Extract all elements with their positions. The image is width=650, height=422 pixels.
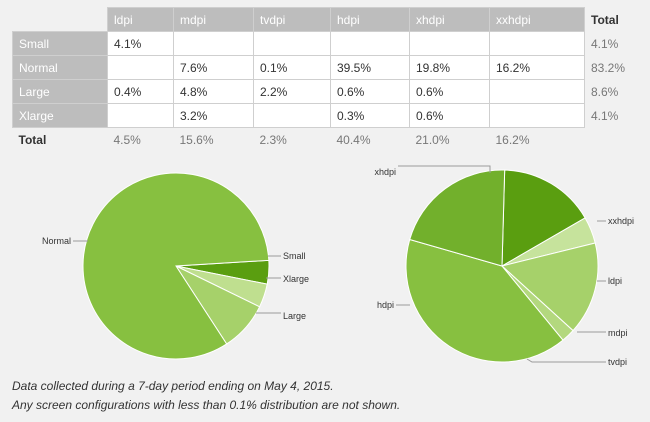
pie-slice-xxhdpi	[501, 169, 586, 267]
table-cell: 16.2%	[489, 55, 585, 80]
table-cell	[489, 103, 585, 128]
pie-label-xlarge: Xlarge	[283, 274, 309, 284]
table-cell: 19.8%	[409, 55, 490, 80]
table-cell	[253, 31, 331, 56]
table-row: Xlarge 3.2% 0.3% 0.6% 4.1%	[12, 103, 635, 128]
table-cell: 4.8%	[173, 79, 254, 104]
table-cell: 0.6%	[409, 103, 490, 128]
pie-label-small: Small	[283, 251, 306, 261]
table-cell	[409, 31, 490, 56]
table-footer-row: Total 4.5% 15.6% 2.3% 40.4% 21.0% 16.2%	[13, 128, 635, 152]
leader-line-xhdpi	[398, 165, 491, 173]
table-cell	[489, 79, 585, 104]
table-cell	[253, 103, 331, 128]
table-row: Normal 7.6% 0.1% 39.5% 19.8% 16.2% 83.2%	[12, 55, 635, 80]
pie-slice-hdpi	[405, 238, 564, 363]
table-row: Large 0.4% 4.8% 2.2% 0.6% 0.6% 8.6%	[12, 79, 635, 104]
row-total: 8.6%	[591, 84, 619, 99]
pie-label-xxhdpi: xxhdpi	[608, 216, 634, 226]
row-header-large: Large	[12, 79, 108, 104]
leader-line-tvdpi	[526, 358, 606, 363]
column-total: 21.0%	[415, 132, 450, 147]
footer-blank	[585, 128, 635, 152]
pie-label-normal: Normal	[42, 236, 71, 246]
table-header-row: ldpi mdpi tvdpi hdpi xhdpi xxhdpi Total	[13, 7, 635, 32]
pie-label-hdpi: hdpi	[377, 300, 394, 310]
column-header-ldpi: ldpi	[107, 7, 174, 32]
screen-size-pie: Small Xlarge Large Normal	[42, 172, 309, 360]
table-cell: 4.1%	[107, 31, 174, 56]
table-row: Small 4.1% 4.1%	[12, 31, 635, 56]
row-header-small: Small	[12, 31, 108, 56]
pie-charts: Small Xlarge Large Normal xxhdpi ldpi mdpi tvd…	[42, 165, 634, 367]
table-cell	[330, 31, 410, 56]
footer-row-label: Total	[18, 132, 47, 147]
table-cell: 2.2%	[253, 79, 331, 104]
row-header-normal: Normal	[12, 55, 108, 80]
distribution-table: ldpi mdpi tvdpi hdpi xhdpi xxhdpi Total …	[12, 7, 635, 152]
table-cell	[173, 31, 254, 56]
pie-label-mdpi: mdpi	[608, 328, 628, 338]
table-cell: 0.4%	[107, 79, 174, 104]
footnote-data-period: Data collected during a 7-day period end…	[12, 379, 334, 393]
table-corner	[13, 8, 108, 32]
column-header-total: Total	[591, 12, 619, 27]
pie-label-xhdpi: xhdpi	[374, 167, 396, 177]
row-header-xlarge: Xlarge	[12, 103, 108, 128]
table-cell	[489, 31, 585, 56]
screen-density-pie: xxhdpi ldpi mdpi tvdpi hdpi xhdpi	[374, 165, 634, 367]
pie-label-large: Large	[283, 311, 306, 321]
table-cell	[107, 103, 174, 128]
footnote-threshold: Any screen configurations with less than…	[12, 398, 401, 412]
pie-label-ldpi: ldpi	[608, 276, 622, 286]
table-cell: 0.6%	[409, 79, 490, 104]
column-header-xxhdpi: xxhdpi	[489, 7, 585, 32]
column-total: 16.2%	[495, 132, 530, 147]
row-total: 4.1%	[591, 108, 619, 123]
table-cell: 7.6%	[173, 55, 254, 80]
column-header-tvdpi: tvdpi	[253, 7, 331, 32]
column-header-xhdpi: xhdpi	[409, 7, 490, 32]
pie-slice-xhdpi	[409, 169, 506, 267]
row-total: 4.1%	[591, 36, 619, 51]
pie-label-tvdpi: tvdpi	[608, 357, 627, 367]
table-cell: 0.1%	[253, 55, 331, 80]
pie-slice-normal	[82, 172, 270, 360]
column-total: 40.4%	[336, 132, 371, 147]
pie-slice-mdpi	[500, 242, 599, 332]
row-total: 83.2%	[591, 60, 626, 75]
table-cell: 0.3%	[330, 103, 410, 128]
column-total: 2.3%	[259, 132, 287, 147]
column-total: 15.6%	[179, 132, 214, 147]
column-total: 4.5%	[113, 132, 141, 147]
table-cell: 0.6%	[330, 79, 410, 104]
column-header-mdpi: mdpi	[173, 7, 254, 32]
table-cell	[107, 55, 174, 80]
table-cell: 3.2%	[173, 103, 254, 128]
column-header-hdpi: hdpi	[330, 7, 410, 32]
table-cell: 39.5%	[330, 55, 410, 80]
